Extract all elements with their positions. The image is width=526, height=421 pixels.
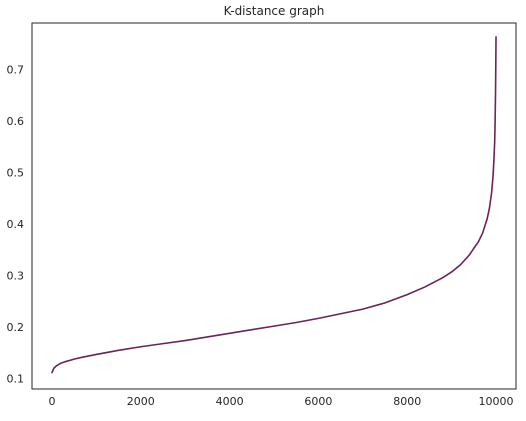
x-tick-label: 6000	[304, 395, 332, 408]
x-axis-ticks: 0 2000 4000 6000 8000 10000	[48, 395, 513, 408]
y-tick-label: 0.2	[7, 321, 25, 334]
x-tick-label: 10000	[479, 395, 514, 408]
y-tick-label: 0.6	[7, 115, 25, 128]
x-tick-label: 0	[48, 395, 55, 408]
y-tick-label: 0.3	[7, 270, 25, 283]
y-tick-label: 0.1	[7, 373, 25, 386]
y-tick-label: 0.4	[7, 218, 25, 231]
k-distance-line	[51, 36, 497, 374]
x-tick-label: 4000	[216, 395, 244, 408]
x-tick-label: 8000	[393, 395, 421, 408]
y-tick-label: 0.7	[7, 63, 25, 76]
y-tick-label: 0.5	[7, 166, 25, 179]
chart-title: K-distance graph	[224, 4, 325, 18]
y-axis-ticks: 0.1 0.2 0.3 0.4 0.5 0.6 0.7	[7, 63, 25, 385]
x-tick-label: 2000	[127, 395, 155, 408]
plot-frame	[31, 22, 517, 390]
